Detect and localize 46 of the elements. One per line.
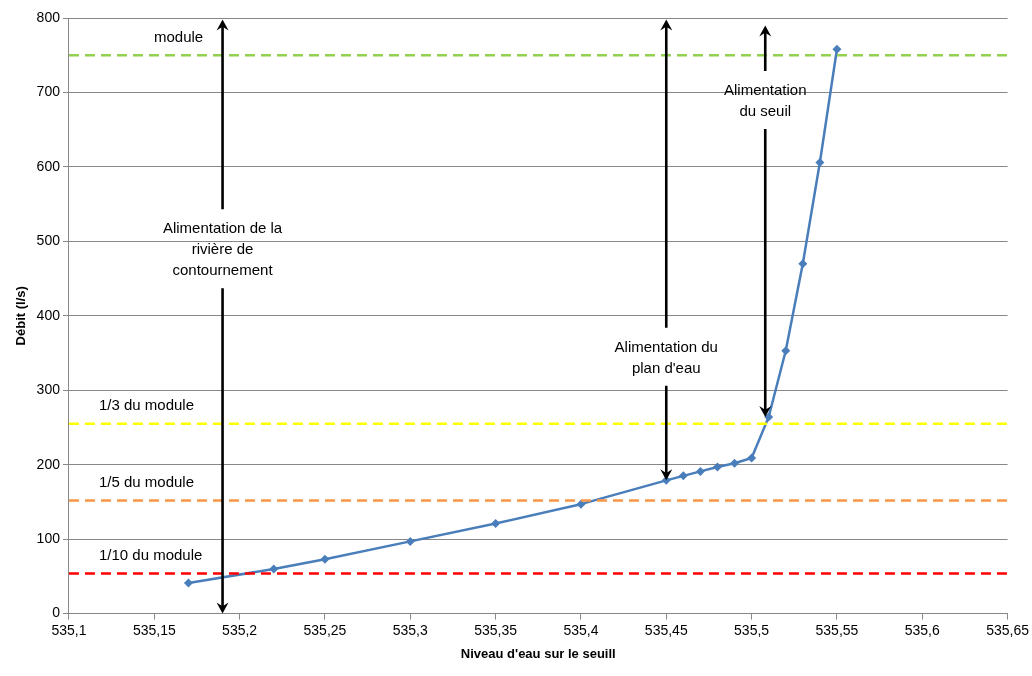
x-tick-label: 535,65	[986, 621, 1030, 638]
x-tick-label: 535,6	[904, 621, 940, 638]
point	[712, 462, 722, 472]
y-tick-label: 700	[36, 83, 61, 100]
point	[781, 346, 791, 356]
x-tick-label: 535,25	[303, 621, 347, 638]
y-tick-label: 800	[36, 8, 61, 25]
point	[576, 499, 586, 509]
y-tick-label: 600	[36, 157, 61, 174]
point	[405, 536, 415, 546]
y-tick-label: 400	[36, 306, 61, 323]
point	[730, 458, 740, 468]
ref-line-label: 1/3 du module	[98, 396, 195, 414]
point	[695, 466, 705, 476]
y-tick-label: 100	[36, 530, 61, 547]
point	[491, 519, 501, 529]
x-tick-label: 535,35	[474, 621, 518, 638]
annotation: Alimentation du plan d'eau	[614, 337, 718, 376]
ref-line-label: 1/10 du module	[98, 546, 203, 564]
x-axis-title: Niveau d'eau sur le seuill	[460, 645, 616, 661]
point	[832, 44, 842, 54]
point	[269, 564, 279, 574]
x-tick-label: 535,15	[132, 621, 176, 638]
ref-line-label: module	[153, 27, 204, 45]
ref-line-label: 1/5 du module	[98, 473, 195, 491]
y-tick-label: 300	[36, 381, 61, 398]
annotation: Alimentation du seuil	[723, 80, 807, 119]
x-tick-label: 535,4	[563, 621, 599, 638]
y-tick-label: 200	[36, 455, 61, 472]
point	[798, 259, 808, 269]
x-tick-label: 535,5	[734, 621, 770, 638]
x-tick-label: 535,55	[815, 621, 859, 638]
y-tick-label: 0	[52, 604, 61, 621]
point	[183, 578, 193, 588]
x-tick-label: 535,3	[392, 621, 428, 638]
x-tick-label: 535,45	[644, 621, 688, 638]
y-axis-title: Débit (l/s)	[13, 286, 29, 346]
x-tick-label: 535,1	[51, 621, 87, 638]
point	[747, 453, 757, 463]
point	[320, 554, 330, 564]
point	[764, 412, 774, 422]
point	[815, 157, 825, 167]
x-tick-label: 535,2	[222, 621, 258, 638]
y-tick-label: 500	[36, 232, 61, 249]
point	[678, 471, 688, 481]
annotation: Alimentation de la rivière de contournement	[162, 219, 283, 279]
